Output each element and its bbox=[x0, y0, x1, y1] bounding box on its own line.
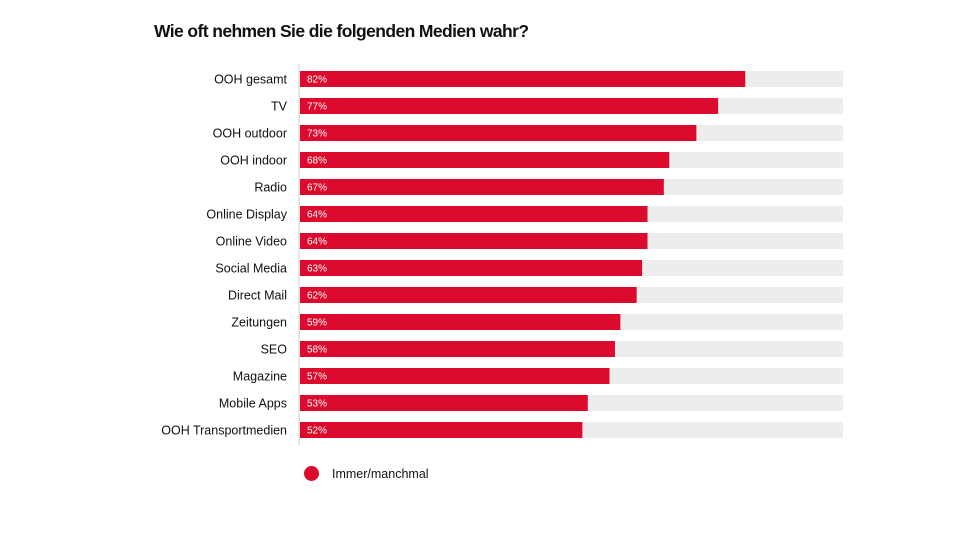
bar bbox=[300, 206, 648, 222]
data-label: 73% bbox=[307, 129, 327, 140]
data-label: 62% bbox=[307, 291, 327, 302]
bar bbox=[300, 260, 643, 276]
data-label: 52% bbox=[307, 426, 327, 437]
category-label: Online Display bbox=[206, 208, 287, 222]
bar bbox=[300, 179, 664, 195]
data-label: 68% bbox=[307, 156, 327, 167]
category-label: OOH gesamt bbox=[214, 73, 287, 87]
data-label: 64% bbox=[307, 237, 327, 248]
bar bbox=[300, 71, 746, 87]
bar bbox=[300, 287, 637, 303]
bar bbox=[300, 341, 615, 357]
category-label: Radio bbox=[254, 181, 287, 195]
chart-title: Wie oft nehmen Sie die folgenden Medien … bbox=[154, 21, 529, 41]
data-label: 63% bbox=[307, 264, 327, 275]
data-label: 57% bbox=[307, 372, 327, 383]
category-label: OOH outdoor bbox=[213, 127, 287, 141]
category-label: Zeitungen bbox=[231, 316, 287, 330]
category-label: Social Media bbox=[215, 262, 287, 276]
category-label: OOH indoor bbox=[220, 154, 287, 168]
category-label: SEO bbox=[261, 343, 288, 357]
data-label: 77% bbox=[307, 102, 327, 113]
bar bbox=[300, 152, 670, 168]
data-label: 59% bbox=[307, 318, 327, 329]
bar bbox=[300, 368, 610, 384]
bar bbox=[300, 98, 719, 114]
bar bbox=[300, 395, 588, 411]
legend-marker bbox=[304, 466, 319, 481]
data-label: 67% bbox=[307, 183, 327, 194]
bar bbox=[300, 314, 621, 330]
category-label: Magazine bbox=[233, 370, 287, 384]
category-label: Mobile Apps bbox=[219, 397, 287, 411]
bar bbox=[300, 233, 648, 249]
category-label: Direct Mail bbox=[228, 289, 287, 303]
legend-label: Immer/manchmal bbox=[332, 466, 429, 481]
data-label: 64% bbox=[307, 210, 327, 221]
bar bbox=[300, 125, 697, 141]
category-label: TV bbox=[271, 100, 288, 114]
category-label: OOH Transportmedien bbox=[161, 424, 287, 438]
data-label: 82% bbox=[307, 75, 327, 86]
bar bbox=[300, 422, 583, 438]
category-label: Online Video bbox=[216, 235, 287, 249]
data-label: 53% bbox=[307, 399, 327, 410]
legend: Immer/manchmal bbox=[304, 466, 429, 481]
data-label: 58% bbox=[307, 345, 327, 356]
